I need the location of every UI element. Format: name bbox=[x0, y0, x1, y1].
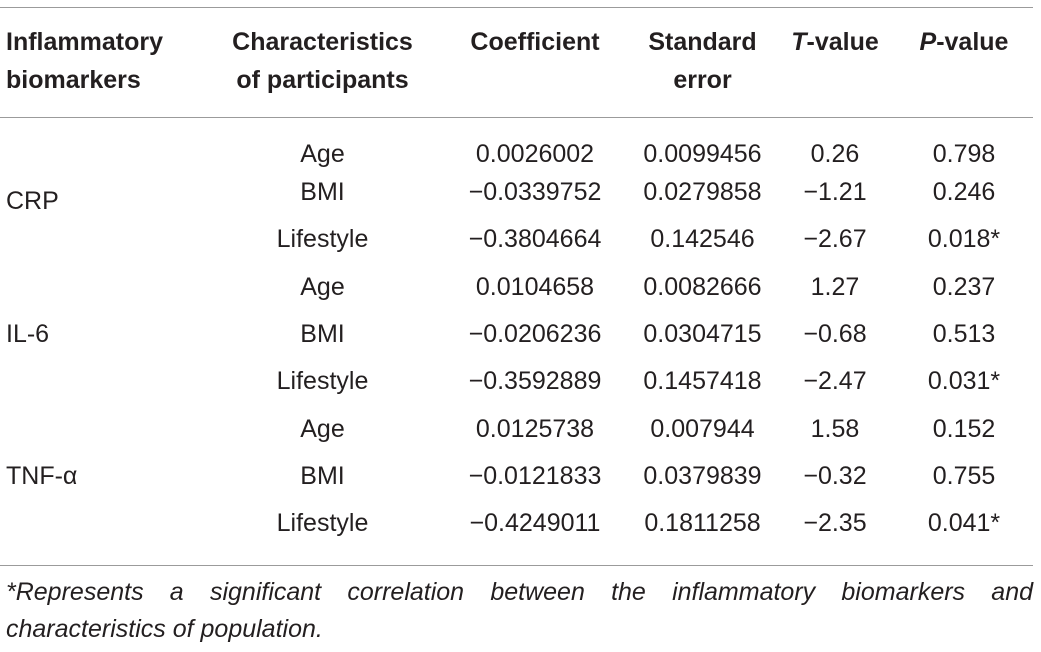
table-row: Lifestyle −0.4249011 0.1811258 −2.35 0.0… bbox=[0, 500, 1033, 547]
header-characteristics: Characteristics of participants bbox=[205, 0, 440, 117]
header-t-value: T-value bbox=[775, 0, 895, 117]
characteristic-cell: Lifestyle bbox=[276, 225, 369, 254]
header-biomarkers: Inflammatory biomarkers bbox=[0, 0, 205, 117]
characteristic-cell: BMI bbox=[300, 461, 345, 490]
header-p-value-prefix: P bbox=[919, 28, 937, 56]
standard-error-cell: 0.0279858 bbox=[643, 178, 762, 207]
coefficient-cell: −0.0339752 bbox=[468, 178, 602, 207]
t-value-cell: −0.32 bbox=[803, 461, 867, 490]
biomarker-label: IL-6 bbox=[6, 320, 50, 349]
table-row: BMI −0.0121833 0.0379839 −0.32 0.755 bbox=[0, 453, 1033, 500]
biomarker-label: TNF-α bbox=[6, 461, 78, 490]
header-standard-error-line2: error bbox=[673, 66, 732, 94]
t-value-cell: 0.26 bbox=[810, 140, 860, 168]
table-row: TNF-α Age 0.0125738 0.007944 1.58 0.152 bbox=[0, 405, 1033, 490]
coefficient-cell: 0.0104658 bbox=[475, 272, 595, 301]
table-header-row: Inflammatory biomarkers Characteristics … bbox=[0, 0, 1033, 117]
standard-error-cell: 0.1811258 bbox=[644, 509, 761, 538]
characteristic-cell: Age bbox=[300, 414, 345, 443]
header-t-value-prefix: T bbox=[791, 28, 807, 56]
header-t-value-suffix: -value bbox=[806, 28, 879, 56]
t-value-cell: −2.47 bbox=[803, 367, 867, 396]
header-p-value: P-value bbox=[895, 0, 1033, 117]
p-value-cell: 0.041* bbox=[927, 509, 1001, 538]
standard-error-cell: 0.0304715 bbox=[643, 320, 762, 349]
regression-table: Inflammatory biomarkers Characteristics … bbox=[0, 0, 1033, 547]
t-value-cell: −0.68 bbox=[803, 320, 867, 349]
coefficient-cell: −0.0206236 bbox=[468, 320, 602, 349]
coefficient-cell: 0.0125738 bbox=[475, 414, 595, 443]
p-value-cell: 0.018* bbox=[927, 225, 1001, 254]
characteristic-cell: BMI bbox=[300, 320, 345, 349]
table-footnote: *Represents a significant correlation be… bbox=[6, 578, 1033, 643]
characteristic-cell: Lifestyle bbox=[276, 509, 369, 538]
p-value-cell: 0.513 bbox=[932, 320, 996, 349]
header-characteristics-line1: Characteristics bbox=[232, 28, 413, 56]
standard-error-cell: 0.0082666 bbox=[643, 272, 762, 301]
table-row: Lifestyle −0.3804664 0.142546 −2.67 0.01… bbox=[0, 216, 1033, 263]
table-bottom-rule bbox=[0, 565, 1033, 566]
table-row: IL-6 Age 0.0104658 0.0082666 1.27 0.237 bbox=[0, 264, 1033, 348]
header-standard-error-line1: Standard bbox=[648, 28, 757, 56]
coefficient-cell: −0.0121833 bbox=[468, 461, 602, 490]
table-row: Lifestyle −0.3592889 0.1457418 −2.47 0.0… bbox=[0, 358, 1033, 405]
characteristic-cell: Age bbox=[300, 272, 345, 301]
header-characteristics-line2: of participants bbox=[236, 66, 409, 94]
standard-error-cell: 0.142546 bbox=[650, 225, 755, 254]
p-value-cell: 0.152 bbox=[932, 414, 996, 443]
standard-error-cell: 0.0379839 bbox=[643, 461, 762, 490]
p-value-cell: 0.798 bbox=[932, 140, 996, 168]
standard-error-cell: 0.007944 bbox=[650, 414, 755, 443]
coefficient-cell: 0.0026002 bbox=[475, 140, 595, 168]
biomarker-label: CRP bbox=[6, 187, 59, 216]
p-value-cell: 0.031* bbox=[927, 367, 1001, 396]
header-coefficient-label: Coefficient bbox=[470, 28, 600, 56]
header-p-value-suffix: -value bbox=[936, 28, 1009, 56]
characteristic-cell: Lifestyle bbox=[276, 367, 369, 396]
header-biomarkers-line1: Inflammatory bbox=[6, 28, 163, 56]
t-value-cell: −2.35 bbox=[803, 509, 867, 538]
t-value-cell: 1.58 bbox=[810, 414, 860, 443]
coefficient-cell: −0.4249011 bbox=[469, 509, 601, 538]
p-value-cell: 0.246 bbox=[932, 178, 996, 207]
characteristic-cell: Age bbox=[300, 140, 345, 168]
standard-error-cell: 0.1457418 bbox=[643, 367, 762, 396]
t-value-cell: −2.67 bbox=[803, 225, 867, 254]
standard-error-cell: 0.0099456 bbox=[643, 140, 762, 168]
header-biomarkers-line2: biomarkers bbox=[6, 66, 141, 94]
p-value-cell: 0.755 bbox=[932, 461, 996, 490]
table-row: CRP Age 0.0026002 0.0099456 0.26 0.798 bbox=[0, 117, 1033, 215]
coefficient-cell: −0.3592889 bbox=[468, 367, 602, 396]
header-standard-error: Standard error bbox=[630, 0, 775, 117]
t-value-cell: 1.27 bbox=[810, 272, 860, 301]
t-value-cell: −1.21 bbox=[803, 178, 867, 207]
characteristic-cell: BMI bbox=[300, 178, 345, 207]
table-body: CRP Age 0.0026002 0.0099456 0.26 0.798 B… bbox=[0, 117, 1033, 547]
table-header-rule bbox=[0, 117, 1033, 118]
table-top-rule bbox=[0, 7, 1033, 8]
coefficient-cell: −0.3804664 bbox=[468, 225, 602, 254]
table-row: BMI −0.0339752 0.0279858 −1.21 0.246 bbox=[0, 169, 1033, 216]
p-value-cell: 0.237 bbox=[932, 272, 996, 301]
header-coefficient: Coefficient bbox=[440, 0, 630, 117]
table-row: BMI −0.0206236 0.0304715 −0.68 0.513 bbox=[0, 311, 1033, 358]
